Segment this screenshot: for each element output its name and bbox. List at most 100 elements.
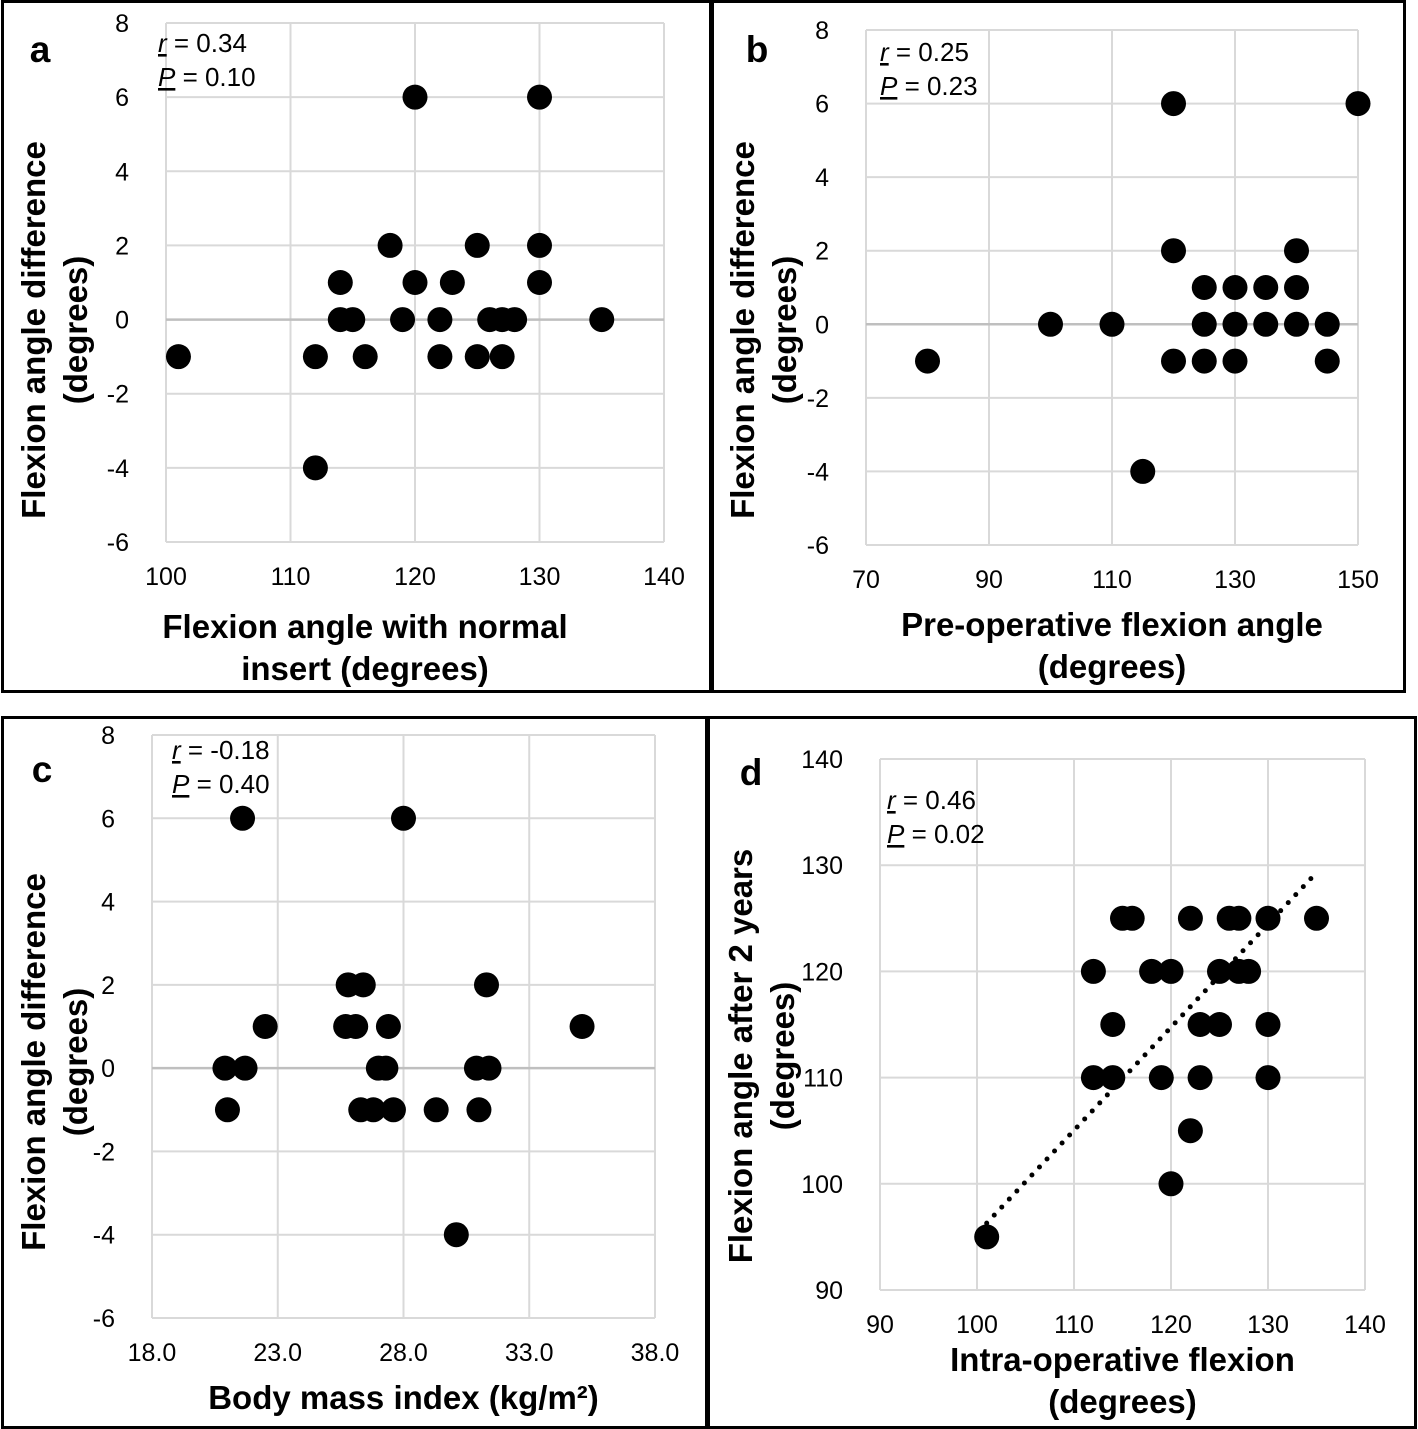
y-tick-label: -2: [107, 381, 129, 409]
y-tick-label: -2: [807, 385, 829, 413]
r-statistic: r = 0.34: [158, 28, 247, 58]
y-axis-title: (degrees): [766, 256, 803, 405]
y-tick-label: 8: [115, 10, 129, 38]
x-tick-label: 18.0: [128, 1339, 177, 1367]
x-tick-label: 140: [1344, 1311, 1386, 1339]
data-point: [165, 344, 191, 370]
data-point: [1038, 311, 1063, 337]
data-point: [350, 972, 376, 998]
data-point: [1187, 1012, 1213, 1037]
y-tick-label: 2: [815, 238, 829, 266]
trendline: [984, 870, 1319, 1226]
data-point: [502, 307, 528, 333]
data-point: [1284, 311, 1309, 337]
r-statistic: r = -0.18: [172, 735, 270, 765]
x-tick-label: 110: [1054, 1311, 1094, 1339]
data-point: [1161, 348, 1186, 374]
y-tick-label: -4: [93, 1222, 115, 1250]
data-point: [377, 232, 403, 258]
data-point: [214, 1097, 240, 1123]
data-point: [343, 1014, 369, 1039]
data-point: [1100, 1065, 1126, 1091]
data-point: [1130, 458, 1156, 484]
panel-label: d: [740, 752, 763, 793]
y-tick-label: 8: [815, 17, 829, 45]
data-point: [1161, 238, 1186, 264]
x-axis-title: Body mass index (kg/m²): [208, 1379, 599, 1416]
data-point: [423, 1097, 449, 1123]
x-tick-label: 33.0: [505, 1339, 554, 1367]
data-point: [1222, 275, 1248, 300]
y-tick-label: 0: [101, 1055, 115, 1083]
data-point: [375, 1014, 401, 1039]
y-axis-title: (degrees): [764, 982, 801, 1131]
x-tick-label: 38.0: [631, 1339, 680, 1367]
y-tick-label: 8: [101, 722, 115, 750]
data-point: [527, 232, 552, 258]
y-tick-label: 4: [115, 158, 129, 186]
data-point: [464, 232, 490, 258]
panel-label: b: [746, 29, 769, 70]
panel-a: [1, 0, 712, 693]
data-point: [427, 344, 453, 370]
data-point: [1314, 348, 1340, 374]
x-tick-label: 70: [852, 566, 880, 594]
y-axis-title: Flexion angle difference: [15, 873, 52, 1251]
data-point: [1139, 958, 1165, 984]
data-point: [427, 307, 453, 333]
x-tick-label: 140: [643, 563, 685, 591]
y-tick-label: 4: [101, 889, 115, 917]
data-point: [1255, 1012, 1281, 1037]
y-tick-label: -6: [107, 529, 129, 557]
data-point: [1207, 958, 1232, 984]
data-point: [1222, 311, 1248, 337]
y-tick-label: 90: [815, 1277, 843, 1305]
y-tick-label: 120: [801, 958, 843, 986]
data-point: [1207, 1012, 1232, 1037]
panel-label: c: [32, 749, 53, 790]
data-point: [1158, 958, 1184, 984]
y-tick-label: 6: [101, 805, 115, 833]
data-point: [974, 1224, 1000, 1250]
y-tick-label: 6: [815, 91, 829, 119]
data-point: [360, 1097, 386, 1123]
chart-d: 90 100 110 120 130 140 90 100 110 120 130 140 d r = 0…: [722, 746, 1386, 1420]
y-tick-label: 140: [801, 746, 843, 774]
x-tick-label: 28.0: [379, 1339, 428, 1367]
data-point: [1304, 905, 1329, 931]
x-tick-label: 90: [975, 566, 1003, 594]
data-point: [1226, 905, 1252, 931]
p-statistic: P = 0.10: [158, 62, 256, 92]
panel-d: [707, 716, 1417, 1429]
x-tick-label: 130: [519, 563, 561, 591]
data-point: [569, 1014, 595, 1039]
data-point: [439, 270, 465, 295]
x-tick-label: 100: [956, 1311, 998, 1339]
data-point: [915, 348, 940, 374]
p-statistic: P = 0.23: [880, 71, 978, 101]
x-tick-label: 120: [394, 563, 436, 591]
y-tick-label: -4: [807, 458, 829, 486]
x-tick-label: 150: [1337, 566, 1379, 594]
data-point: [1099, 311, 1125, 337]
data-point: [232, 1055, 258, 1081]
x-axis-title: insert (degrees): [241, 650, 489, 687]
data-point: [1222, 348, 1248, 374]
y-tick-label: 0: [115, 307, 129, 335]
data-point: [1191, 311, 1217, 337]
data-point: [476, 1055, 502, 1081]
y-tick-label: 0: [815, 311, 829, 339]
data-point: [390, 307, 416, 333]
x-tick-label: 120: [1150, 1311, 1192, 1339]
data-point: [302, 344, 328, 370]
y-tick-label: -6: [93, 1305, 115, 1333]
y-tick-label: -6: [807, 532, 829, 560]
data-point: [527, 84, 552, 110]
x-tick-label: 110: [271, 563, 311, 591]
data-point: [1253, 311, 1279, 337]
data-point: [1148, 1065, 1174, 1091]
y-tick-label: 6: [115, 84, 129, 112]
y-tick-label: 4: [815, 164, 829, 192]
data-point: [527, 270, 552, 295]
data-point: [1161, 91, 1186, 117]
